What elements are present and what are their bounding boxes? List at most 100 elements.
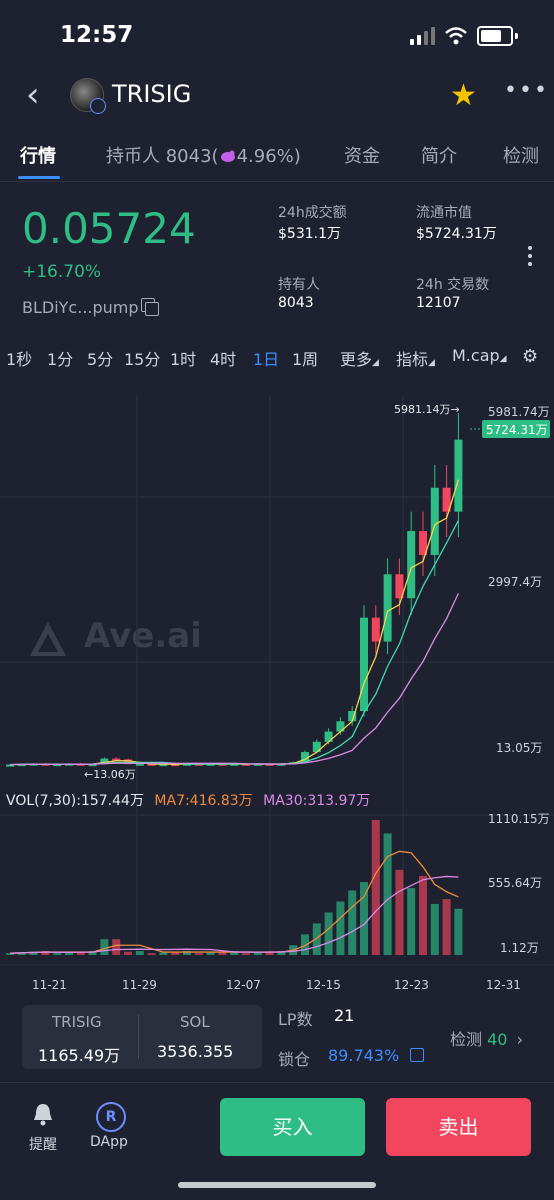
tab-check[interactable]: 检测 (503, 146, 539, 167)
volume-bar (206, 952, 215, 955)
more-options-icon[interactable]: ••• (504, 78, 549, 103)
tab-funds[interactable]: 资金 (344, 146, 380, 167)
ave-watermark: Ave.ai (84, 616, 202, 656)
contract-address: BLDiYc...pump (22, 298, 139, 317)
candle-body (407, 531, 416, 599)
bell-icon[interactable] (32, 1102, 54, 1126)
tab-market[interactable]: 行情 (20, 146, 56, 167)
candle-body (371, 617, 380, 642)
interval-5m[interactable]: 5分 (87, 350, 114, 369)
external-link-icon[interactable] (410, 1048, 424, 1062)
token-title: TRISIG (112, 80, 192, 108)
favorite-star-icon[interactable]: ★ (450, 78, 477, 113)
volume-bar (265, 951, 274, 955)
candle-body (348, 711, 357, 722)
check-link[interactable]: 检测 40 › (450, 1026, 523, 1050)
candle-body (230, 763, 239, 766)
buy-button[interactable]: 买入 (220, 1098, 365, 1156)
current-value-tag-bg (482, 420, 550, 438)
remind-label[interactable]: 提醒 (29, 1137, 57, 1153)
mcap-toggle[interactable]: M.cap◢ (452, 346, 507, 365)
volume-bar (360, 882, 368, 955)
chart-settings-icon[interactable]: ⚙ (522, 346, 539, 367)
tab-paren: ( (211, 146, 219, 167)
back-chevron-icon[interactable]: ‹ (26, 75, 40, 115)
candle-body (112, 758, 121, 761)
low-annotation: ←13.06万 (84, 768, 136, 781)
volume-bar (371, 820, 380, 955)
price-axis-low: 13.05万 (496, 741, 542, 755)
price-axis-top: 5981.74万 (488, 405, 550, 419)
interval-4h[interactable]: 4时 (210, 350, 237, 369)
tab-holders-label: 持币人 8043 (106, 146, 212, 167)
volume-bar (112, 939, 121, 955)
bottom-divider (0, 1082, 554, 1083)
volume-24h-label: 24h成交额 (278, 205, 347, 221)
tab-bar: 行情 持币人 8043(4.96%) 资金 简介 检测 (0, 142, 554, 180)
stats-more-icon[interactable] (528, 242, 534, 270)
check-label: 检测 (450, 1030, 483, 1049)
rat-icon (220, 150, 235, 162)
x-tick-label: 12-15 (306, 978, 341, 992)
tab-holders[interactable]: 持币人 8043(4.96%) (106, 142, 301, 168)
dapp-label[interactable]: DApp (90, 1134, 128, 1150)
price-axis-mid: 2997.4万 (488, 575, 542, 589)
high-annotation: 5981.14万→ (394, 403, 460, 416)
volume-bar (348, 890, 357, 955)
volume-bar (17, 952, 26, 955)
candle-body (312, 741, 321, 753)
volume-bar (430, 903, 439, 955)
indicator-selector[interactable]: 指标◢ (396, 346, 435, 370)
candle-body (360, 617, 368, 712)
volume-bar (242, 953, 250, 955)
x-tick-label: 11-29 (122, 978, 157, 992)
volume-moving-averages (9, 850, 459, 954)
candle-body (419, 531, 427, 555)
candle-body (6, 764, 14, 767)
volume-bar (135, 950, 144, 955)
price-chart[interactable]: 5981.74万 5724.31万 5981.14万→ 2997.4万 13.0… (0, 395, 554, 995)
x-tick-label: 11-21 (32, 978, 67, 992)
chart-grid (0, 395, 554, 955)
candle-body (135, 763, 144, 766)
candle-body (442, 487, 451, 512)
volume-bar (419, 875, 427, 955)
battery-tip (515, 33, 518, 39)
lock-value[interactable]: 89.743% (328, 1046, 400, 1065)
interval-1w[interactable]: 1周 (292, 350, 319, 369)
candle-body (395, 574, 404, 599)
ma30-line (9, 593, 459, 766)
tab-intro[interactable]: 简介 (421, 146, 457, 167)
token-liquidity-amount: 1165.49万 (38, 1046, 121, 1065)
volume-bar (65, 952, 73, 955)
volume-bar (383, 833, 392, 955)
interval-1d[interactable]: 1日 (253, 350, 280, 369)
status-icons (410, 26, 518, 46)
lp-count-label: LP数 (278, 1010, 313, 1029)
volume-bar (183, 950, 191, 955)
interval-more[interactable]: 更多◢ (340, 346, 379, 370)
interval-1h[interactable]: 1时 (170, 350, 197, 369)
sell-button[interactable]: 卖出 (386, 1098, 531, 1156)
interval-1s[interactable]: 1秒 (6, 350, 33, 369)
volume-bar (171, 951, 180, 955)
vol-ma30-line (9, 875, 459, 954)
candle-body (336, 721, 345, 732)
volume-bar (407, 888, 416, 955)
volume-bar (124, 951, 132, 955)
chevron-right-icon: › (516, 1030, 523, 1049)
interval-more-label: 更多 (340, 350, 373, 369)
battery-icon (477, 26, 513, 46)
volume-bar (230, 950, 239, 955)
volume-24h-value: $531.1万 (278, 226, 341, 242)
caret-icon: ◢ (499, 354, 507, 364)
interval-15m[interactable]: 15分 (124, 350, 161, 369)
status-time: 12:57 (60, 22, 134, 48)
volume-bar (159, 952, 168, 955)
dapp-icon[interactable]: R (96, 1102, 126, 1132)
volume-axis-top: 1110.15万 (488, 812, 550, 826)
interval-1m[interactable]: 1分 (47, 350, 74, 369)
lock-label: 锁仓 (278, 1050, 311, 1069)
volume-bar (324, 912, 333, 955)
volume-bar (442, 899, 451, 955)
